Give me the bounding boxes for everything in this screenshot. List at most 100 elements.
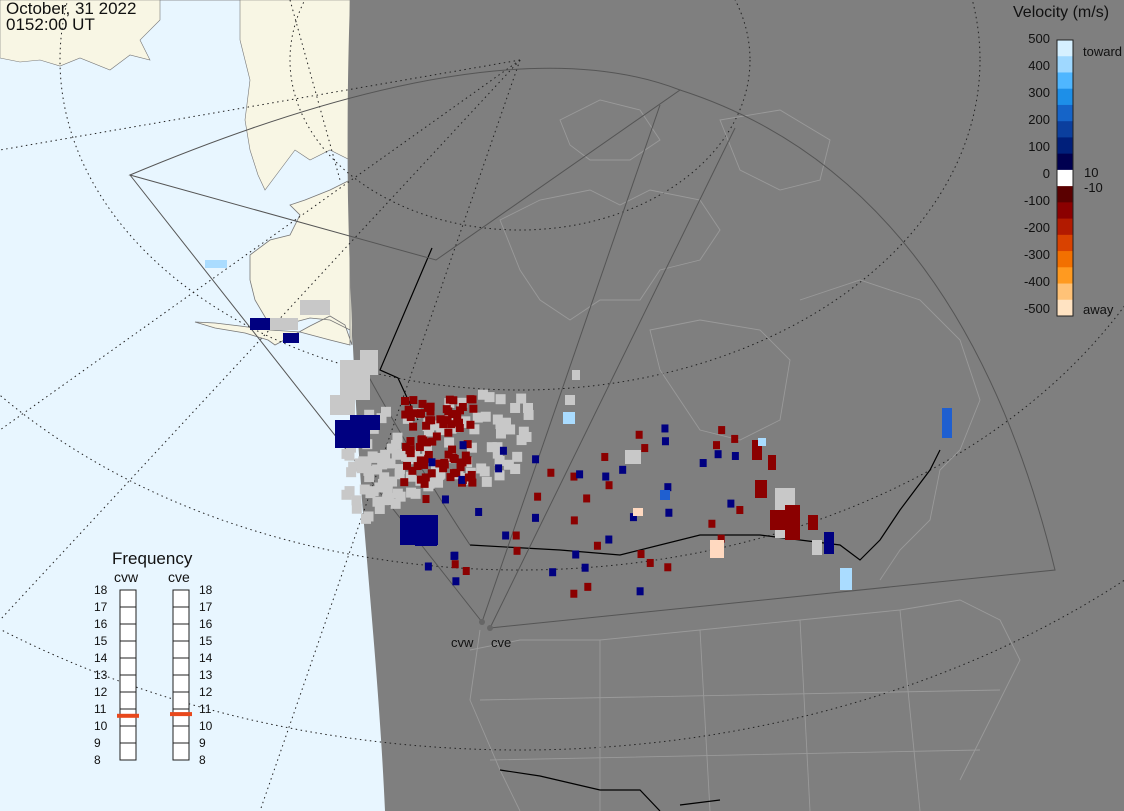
frequency-box	[172, 691, 190, 710]
frequency-marker	[170, 712, 192, 717]
velocity-gate	[453, 412, 462, 421]
velocity-gate	[494, 470, 505, 481]
time-label: 0152:00 UT	[6, 15, 95, 34]
velocity-gate	[370, 452, 381, 463]
velocity-gate	[425, 416, 434, 425]
velocity-gate	[499, 446, 507, 455]
velocity-gate	[513, 546, 521, 555]
radar-site-marker-cve	[487, 625, 493, 631]
velocity-gate	[664, 563, 672, 572]
velocity-gate	[406, 449, 415, 458]
radar-site-marker-cvw	[479, 619, 485, 625]
velocity-gate	[341, 448, 352, 459]
frequency-box	[172, 725, 190, 744]
velocity-gate	[439, 420, 448, 429]
velocity-gate	[602, 472, 610, 481]
velocity-gate	[699, 459, 707, 468]
velocity-colorbar	[1057, 40, 1073, 317]
velocity-gate	[512, 451, 523, 462]
velocity-gate	[413, 462, 422, 471]
frequency-scale-label: 9	[94, 736, 101, 750]
velocity-gate	[660, 490, 670, 500]
velocity-gate	[512, 531, 520, 540]
velocity-gate	[283, 333, 299, 343]
velocity-gate	[584, 582, 592, 591]
velocity-gate	[455, 406, 464, 415]
velocity-gate	[459, 441, 467, 450]
frequency-scale-label: 10	[199, 719, 213, 733]
velocity-gate	[351, 495, 362, 506]
velocity-gate	[636, 587, 644, 596]
velocity-gate	[480, 411, 491, 422]
velocity-gate	[421, 460, 429, 469]
velocity-gates	[205, 260, 952, 598]
velocity-gate	[368, 486, 379, 497]
velocity-gate	[422, 421, 431, 430]
velocity-gate	[549, 568, 557, 577]
velocity-gate	[350, 415, 380, 430]
velocity-gate	[348, 461, 359, 472]
velocity-gate	[510, 402, 521, 413]
colorbar-segment	[1057, 283, 1073, 301]
velocity-gate	[661, 424, 669, 433]
velocity-gate	[360, 350, 378, 375]
velocity-gate	[346, 467, 357, 478]
velocity-gate	[428, 458, 436, 467]
frequency-box	[172, 708, 190, 727]
velocity-gate	[469, 404, 478, 413]
velocity-gate	[518, 426, 529, 437]
velocity-gate	[432, 432, 441, 441]
velocity-gate	[500, 417, 511, 428]
velocity-gate	[625, 450, 641, 464]
velocity-gate	[495, 464, 503, 473]
colorbar-tick-label: 200	[1028, 112, 1050, 127]
velocity-gate	[492, 448, 503, 459]
velocity-gate	[942, 408, 952, 438]
velocity-gate	[409, 422, 418, 431]
velocity-gate	[363, 511, 374, 522]
colorbar-tick-label: 0	[1042, 166, 1050, 181]
colorbar-segment	[1057, 169, 1073, 187]
velocity-gate	[484, 392, 495, 403]
date-label: October, 31 2022	[6, 0, 137, 18]
velocity-gate	[583, 494, 591, 503]
velocity-gate	[462, 566, 470, 575]
velocity-gate	[713, 441, 721, 450]
velocity-gate	[664, 483, 672, 492]
velocity-gate	[457, 397, 468, 408]
colorbar-segment	[1057, 88, 1073, 106]
frequency-box	[172, 742, 190, 761]
velocity-gate	[374, 503, 385, 514]
velocity-gate	[416, 475, 425, 484]
velocity-gate	[486, 442, 497, 453]
velocity-gate	[444, 437, 455, 448]
velocity-gate	[458, 458, 467, 467]
frequency-scale-label: 13	[199, 668, 213, 682]
velocity-gate	[446, 473, 455, 482]
velocity-gate	[435, 468, 446, 479]
velocity-gate	[531, 513, 539, 522]
velocity-gate	[731, 434, 739, 443]
frequency-box	[119, 640, 137, 659]
colorbar-tick-label: 400	[1028, 58, 1050, 73]
frequency-scale-label: 12	[199, 685, 213, 699]
velocity-gate	[752, 440, 762, 460]
frequency-marker	[117, 713, 139, 718]
colorbar-segment	[1057, 186, 1073, 203]
frequency-scale-label: 17	[199, 600, 213, 614]
velocity-gate	[444, 428, 453, 437]
velocity-gate	[372, 464, 383, 475]
frequency-box	[172, 674, 190, 693]
velocity-gate	[516, 435, 527, 446]
velocity-gate	[495, 419, 506, 430]
velocity-gate	[755, 480, 767, 498]
colorbar-segment	[1057, 267, 1073, 285]
velocity-gate	[394, 464, 405, 475]
velocity-gate	[330, 395, 355, 415]
frequency-box	[119, 674, 137, 693]
velocity-gate	[205, 260, 227, 268]
velocity-gate	[736, 506, 744, 515]
frequency-radar-label-cvw: cvw	[114, 569, 139, 585]
